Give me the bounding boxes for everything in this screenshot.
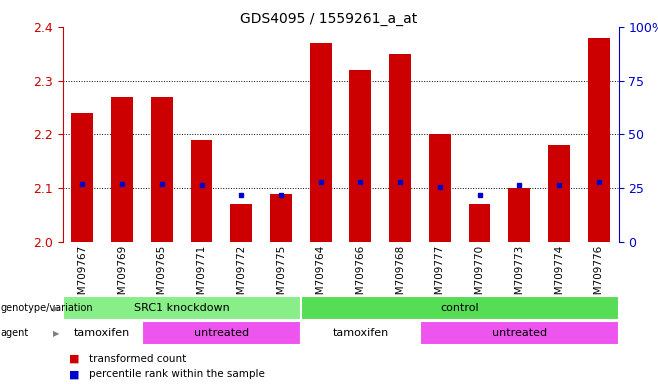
Text: untreated: untreated bbox=[194, 328, 249, 338]
Bar bbox=[548, 145, 570, 242]
Text: transformed count: transformed count bbox=[89, 354, 186, 364]
Bar bbox=[72, 113, 93, 242]
Bar bbox=[429, 134, 451, 242]
Bar bbox=[389, 54, 411, 242]
Bar bbox=[420, 321, 619, 345]
Bar bbox=[230, 204, 252, 242]
Bar bbox=[63, 296, 301, 320]
Text: tamoxifen: tamoxifen bbox=[74, 328, 130, 338]
Bar bbox=[301, 321, 420, 345]
Text: genotype/variation: genotype/variation bbox=[1, 303, 93, 313]
Bar bbox=[509, 188, 530, 242]
Bar bbox=[270, 194, 292, 242]
Text: GDS4095 / 1559261_a_at: GDS4095 / 1559261_a_at bbox=[240, 12, 418, 25]
Bar bbox=[111, 97, 133, 242]
Text: agent: agent bbox=[1, 328, 29, 338]
Bar bbox=[191, 140, 213, 242]
Bar bbox=[349, 70, 371, 242]
Text: control: control bbox=[440, 303, 479, 313]
Text: ■: ■ bbox=[69, 369, 80, 379]
Bar bbox=[310, 43, 332, 242]
Text: ▶: ▶ bbox=[53, 329, 59, 338]
Text: ▶: ▶ bbox=[53, 304, 59, 313]
Bar bbox=[588, 38, 609, 242]
Bar bbox=[301, 296, 619, 320]
Text: percentile rank within the sample: percentile rank within the sample bbox=[89, 369, 265, 379]
Bar bbox=[468, 204, 490, 242]
Text: ■: ■ bbox=[69, 354, 80, 364]
Text: SRC1 knockdown: SRC1 knockdown bbox=[134, 303, 230, 313]
Text: untreated: untreated bbox=[492, 328, 547, 338]
Bar bbox=[63, 321, 142, 345]
Bar bbox=[142, 321, 301, 345]
Text: tamoxifen: tamoxifen bbox=[332, 328, 388, 338]
Bar bbox=[151, 97, 172, 242]
